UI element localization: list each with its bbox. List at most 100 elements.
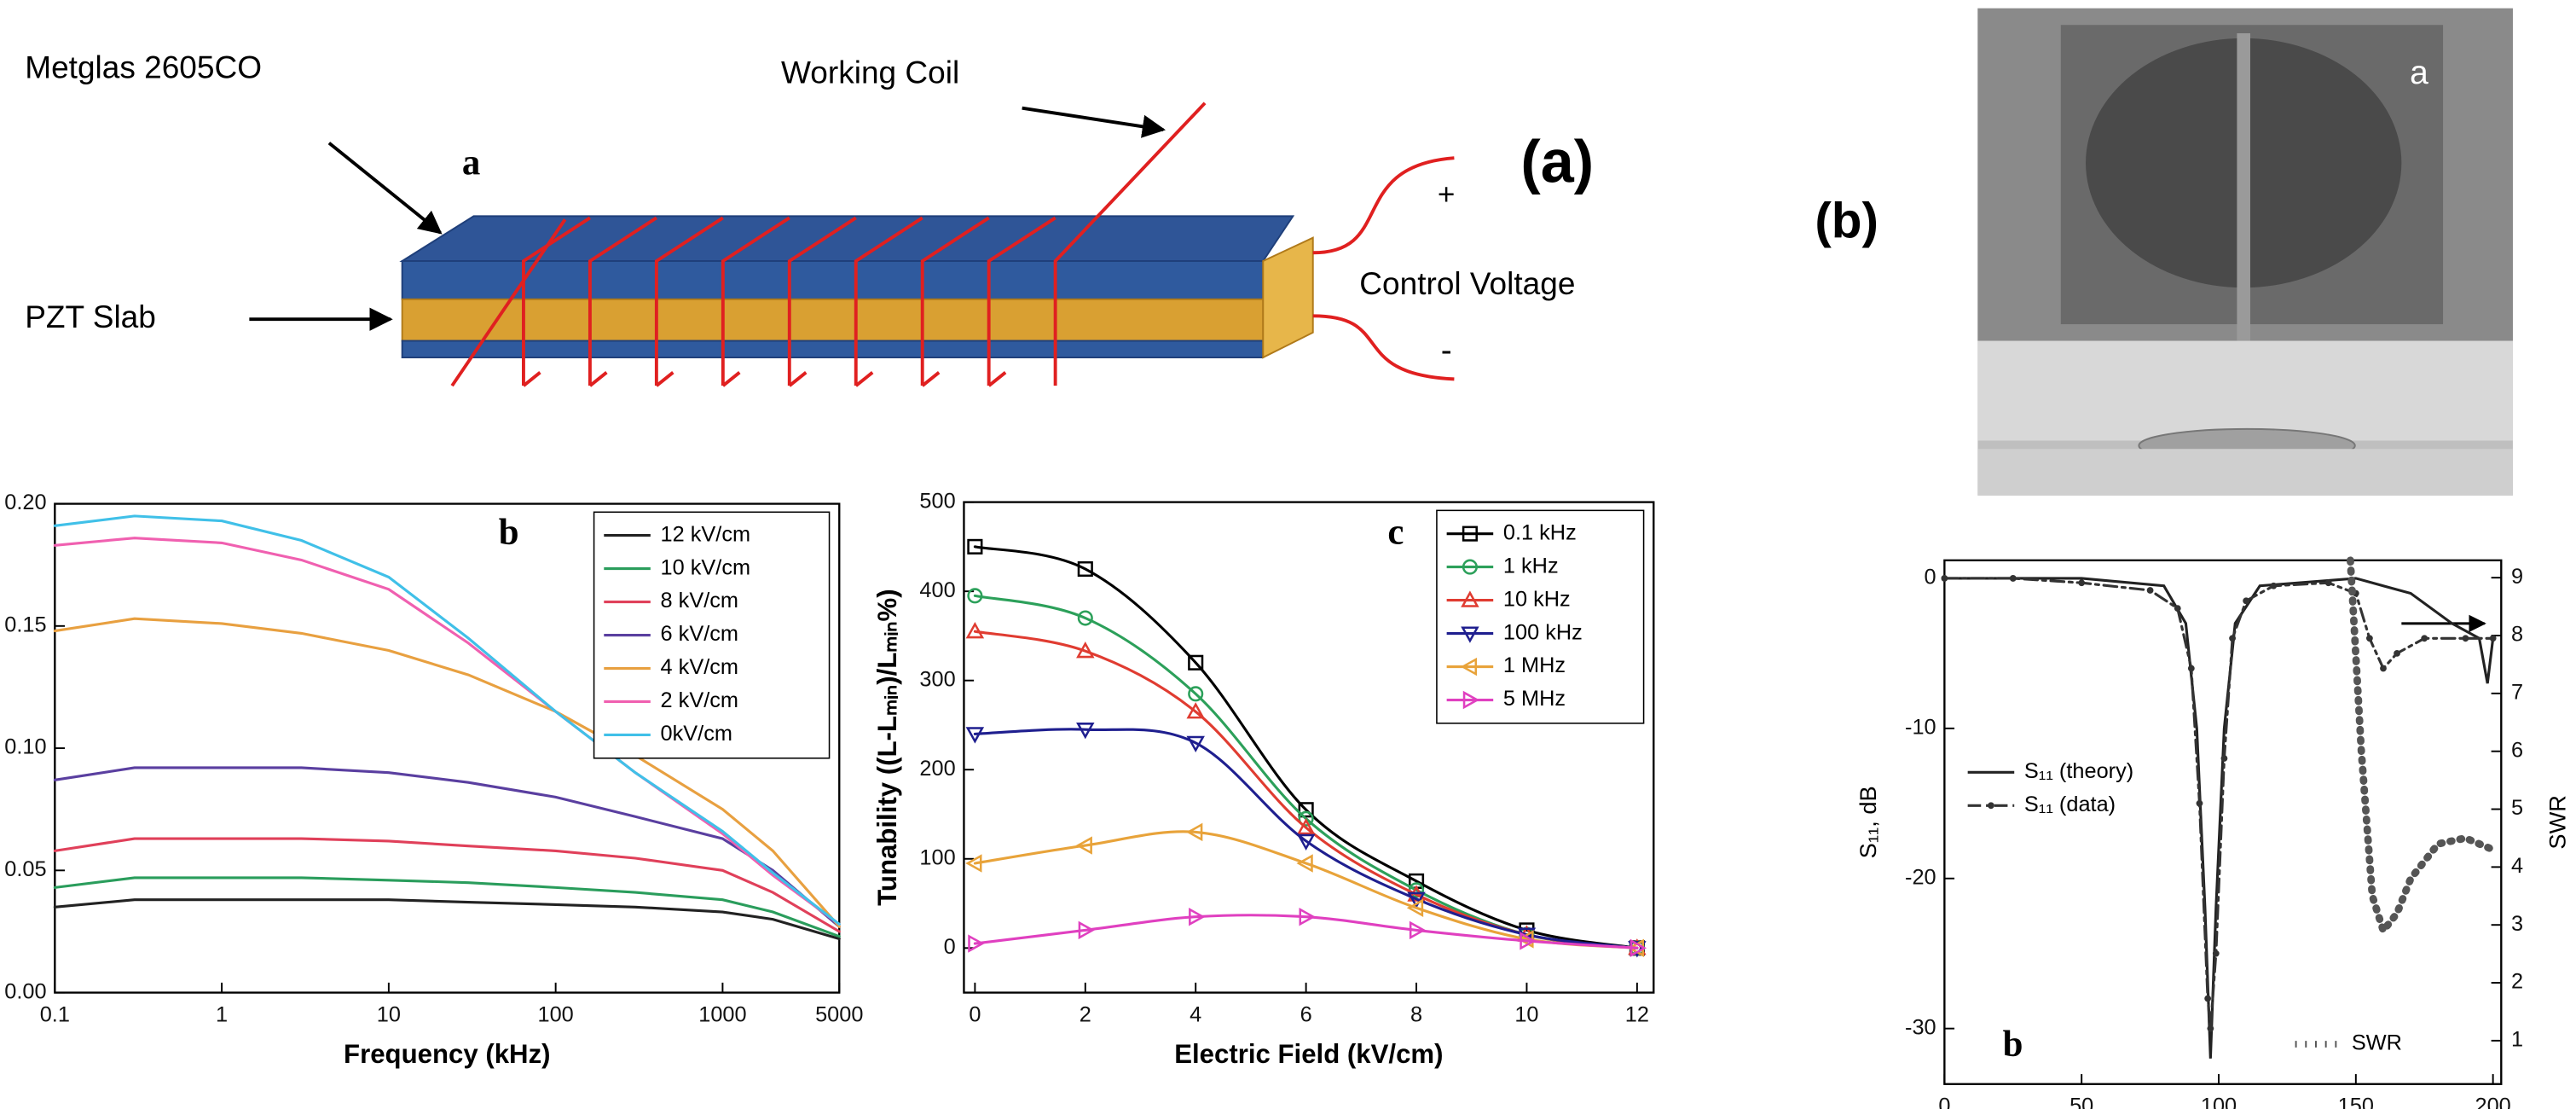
marker bbox=[1299, 907, 1316, 926]
label-minus: - bbox=[1441, 332, 1452, 369]
series-line bbox=[1942, 577, 2495, 1029]
x-tick-label: 0 bbox=[1938, 1094, 1950, 1109]
label-metglas: Metglas 2605CO bbox=[25, 49, 262, 85]
marker bbox=[1409, 920, 1427, 940]
marker bbox=[1186, 735, 1205, 753]
marker bbox=[2174, 605, 2181, 613]
chart-label: c bbox=[1387, 512, 1404, 552]
marker bbox=[2229, 635, 2236, 642]
marker bbox=[2324, 579, 2332, 587]
marker bbox=[2146, 587, 2154, 594]
series-line bbox=[973, 830, 1639, 949]
legend-label: 10 kHz bbox=[1503, 587, 1571, 611]
marker bbox=[965, 854, 982, 873]
y-tick-label: 0.15 bbox=[4, 613, 46, 636]
marker bbox=[968, 934, 985, 953]
legend-label: SWR bbox=[2352, 1031, 2402, 1055]
marker bbox=[1988, 802, 1994, 810]
marker bbox=[2366, 635, 2373, 642]
legend-label: 2 kV/cm bbox=[661, 688, 738, 712]
arrow bbox=[1022, 106, 1166, 138]
marker bbox=[2489, 635, 2497, 642]
y-tick-label: 500 bbox=[919, 489, 955, 513]
marker bbox=[1462, 690, 1480, 710]
metglas-bottom bbox=[401, 340, 1265, 359]
y2-tick-label: 7 bbox=[2511, 681, 2523, 705]
legend: S₁₁ (theory) S₁₁ (data) bbox=[1967, 759, 2133, 816]
y-tick-label: 0.10 bbox=[4, 735, 46, 759]
legend: SWR bbox=[2295, 1031, 2402, 1055]
legend-label: 100 kHz bbox=[1503, 620, 1583, 644]
x-tick-label: 10 bbox=[1514, 1003, 1538, 1027]
marker bbox=[2220, 755, 2228, 762]
plot-frame bbox=[963, 501, 1655, 994]
marker bbox=[1462, 559, 1478, 575]
legend: 0.1 kHz 1 kHz 10 kHz 100 kHz 1 MHz 5 MHz bbox=[1436, 509, 1645, 724]
x-axis-label: Electric Field (kV/cm) bbox=[1174, 1039, 1443, 1069]
marker bbox=[1462, 525, 1478, 542]
marker bbox=[1075, 836, 1092, 855]
marker bbox=[2243, 597, 2250, 605]
y-tick-label: 0 bbox=[1925, 566, 1936, 589]
arrow bbox=[327, 142, 443, 235]
marker bbox=[1077, 560, 1093, 578]
marker bbox=[1186, 822, 1203, 842]
label-pzt: PZT Slab bbox=[25, 299, 156, 334]
panel-label: (a) bbox=[1520, 127, 1594, 195]
photo: a bbox=[1977, 8, 2513, 496]
diagram: Metglas 2605CO a Working Coil PZT Slab C… bbox=[25, 49, 1594, 387]
legend-label: S₁₁ (data) bbox=[2024, 793, 2116, 816]
legend-label: 6 kV/cm bbox=[661, 622, 738, 646]
chart-label: b bbox=[2003, 1025, 2023, 1065]
marker bbox=[2380, 665, 2387, 672]
marker bbox=[1296, 833, 1316, 851]
series-line bbox=[973, 914, 1639, 949]
x-tick-label: 5000 bbox=[815, 1003, 863, 1027]
series-line bbox=[53, 898, 841, 941]
y2-tick-label: 2 bbox=[2511, 970, 2523, 994]
label-coil: Working Coil bbox=[781, 54, 959, 90]
series-line bbox=[53, 537, 841, 926]
marker bbox=[2196, 799, 2203, 807]
y-tick-label: 400 bbox=[919, 578, 955, 602]
y-tick-label: 0.00 bbox=[4, 979, 46, 1003]
marker bbox=[1189, 907, 1206, 926]
y-tick-label: 0.20 bbox=[4, 491, 46, 514]
legend-label: 10 kV/cm bbox=[661, 555, 751, 579]
legend-label: 0kV/cm bbox=[661, 722, 732, 746]
series-line bbox=[53, 876, 841, 938]
y2-tick-label: 4 bbox=[2511, 854, 2523, 878]
chart-label: b bbox=[499, 512, 519, 552]
marker bbox=[2394, 649, 2400, 657]
x-tick-label: 0 bbox=[969, 1003, 981, 1027]
marker bbox=[1078, 920, 1095, 940]
y2-tick-label: 9 bbox=[2511, 565, 2523, 589]
marker bbox=[965, 727, 985, 744]
y2-tick-label: 5 bbox=[2511, 796, 2523, 820]
series-line bbox=[2347, 556, 2498, 939]
x-tick-label: 1 bbox=[216, 1003, 228, 1027]
x-tick-label: 50 bbox=[2069, 1094, 2093, 1109]
x-tick-label: 10 bbox=[377, 1003, 401, 1027]
marker bbox=[1941, 575, 1948, 582]
legend-label: 0.1 kHz bbox=[1503, 520, 1577, 544]
legend-label: S₁₁ (theory) bbox=[2024, 759, 2133, 783]
x-tick-label: 100 bbox=[538, 1003, 574, 1027]
marker bbox=[2078, 579, 2086, 587]
legend-label: 8 kV/cm bbox=[661, 589, 738, 613]
marker bbox=[1298, 802, 1314, 818]
marker bbox=[2270, 582, 2278, 589]
x-tick-label: 0.1 bbox=[40, 1003, 70, 1027]
y2-axis-label: SWR bbox=[2544, 795, 2571, 850]
legend-label: 5 MHz bbox=[1503, 687, 1566, 711]
marker bbox=[1188, 654, 1204, 671]
marker bbox=[2207, 1025, 2214, 1032]
y2-tick-label: 8 bbox=[2511, 623, 2523, 647]
x-tick-label: 4 bbox=[1190, 1003, 1201, 1027]
marker bbox=[1461, 626, 1479, 643]
y-axis-label: Tunability ((L-Lₘᵢₙ)/Lₘᵢₙ%) bbox=[872, 589, 902, 905]
marker bbox=[1296, 854, 1313, 873]
coil bbox=[450, 102, 1455, 387]
